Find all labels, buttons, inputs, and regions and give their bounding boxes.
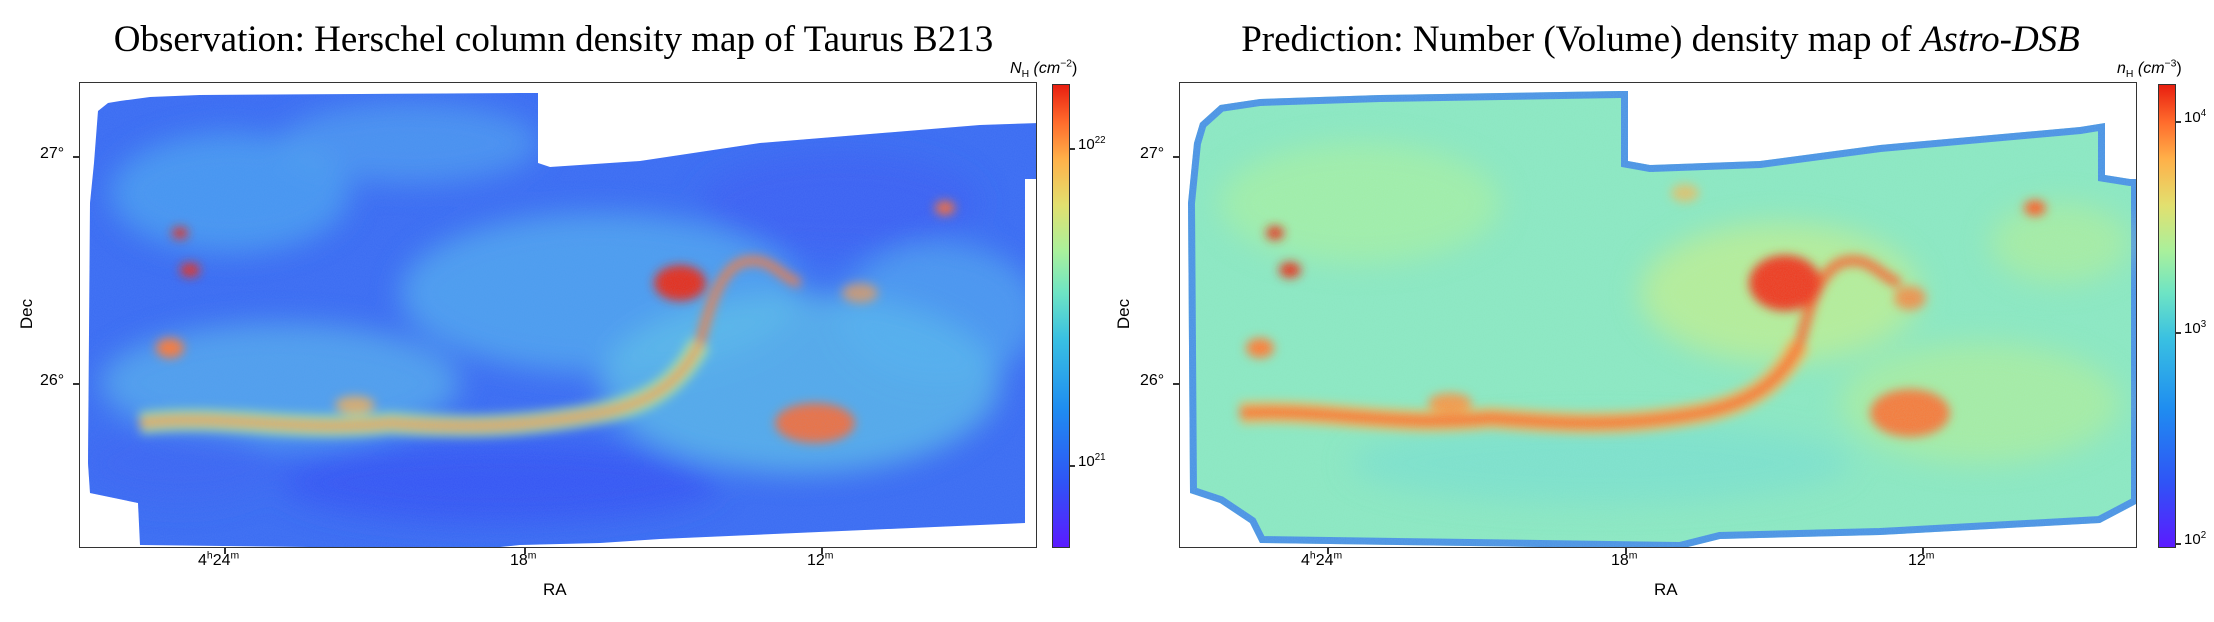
- prediction-map-image: [1180, 83, 2136, 547]
- observation-y-tick-26: 26°: [40, 372, 65, 389]
- observation-colorbar-label: NH (cm−2): [1010, 58, 1078, 81]
- observation-x-tick-4h24m: 4h24m: [198, 550, 240, 569]
- prediction-x-tick-12m: 12m: [1908, 550, 1935, 569]
- prediction-y-tick-27: 27°: [1140, 145, 1165, 162]
- prediction-colorbar-tick-1e3: 103: [2184, 319, 2207, 337]
- observation-y-tick-27: 27°: [40, 145, 65, 162]
- prediction-title: Prediction: Number (Volume) density map …: [1241, 19, 2080, 60]
- prediction-x-axis-label: RA: [1654, 580, 1678, 599]
- observation-x-axis-label: RA: [543, 580, 567, 599]
- observation-map-image: [80, 83, 1036, 547]
- prediction-x-tick-4h24m: 4h24m: [1301, 550, 1343, 569]
- prediction-colorbar-tick-1e4: 104: [2184, 108, 2207, 126]
- observation-colorbar-tick-1e21: 1021: [1078, 452, 1106, 470]
- observation-colorbar-tick-1e22: 1022: [1078, 135, 1106, 153]
- prediction-colorbar-label: nH (cm−3): [2117, 58, 2182, 81]
- prediction-panel: Prediction: Number (Volume) density map …: [1107, 0, 2214, 622]
- observation-x-tick-18m: 18m: [510, 550, 537, 569]
- observation-x-tick-12m: 12m: [807, 550, 834, 569]
- observation-density-map: [79, 82, 1037, 548]
- prediction-y-tick-26: 26°: [1140, 372, 1165, 389]
- observation-title: Observation: Herschel column density map…: [113, 19, 994, 60]
- prediction-colorbar-tick-1e2: 102: [2184, 530, 2207, 548]
- observation-y-axis-label: Dec: [17, 298, 37, 330]
- prediction-y-axis-label: Dec: [1114, 298, 1134, 330]
- observation-panel: Observation: Herschel column density map…: [17, 19, 1106, 599]
- prediction-density-map: [1179, 82, 2137, 548]
- prediction-x-tick-18m: 18m: [1611, 550, 1638, 569]
- observation-colorbar: [1052, 84, 1070, 548]
- prediction-colorbar: [2158, 84, 2176, 548]
